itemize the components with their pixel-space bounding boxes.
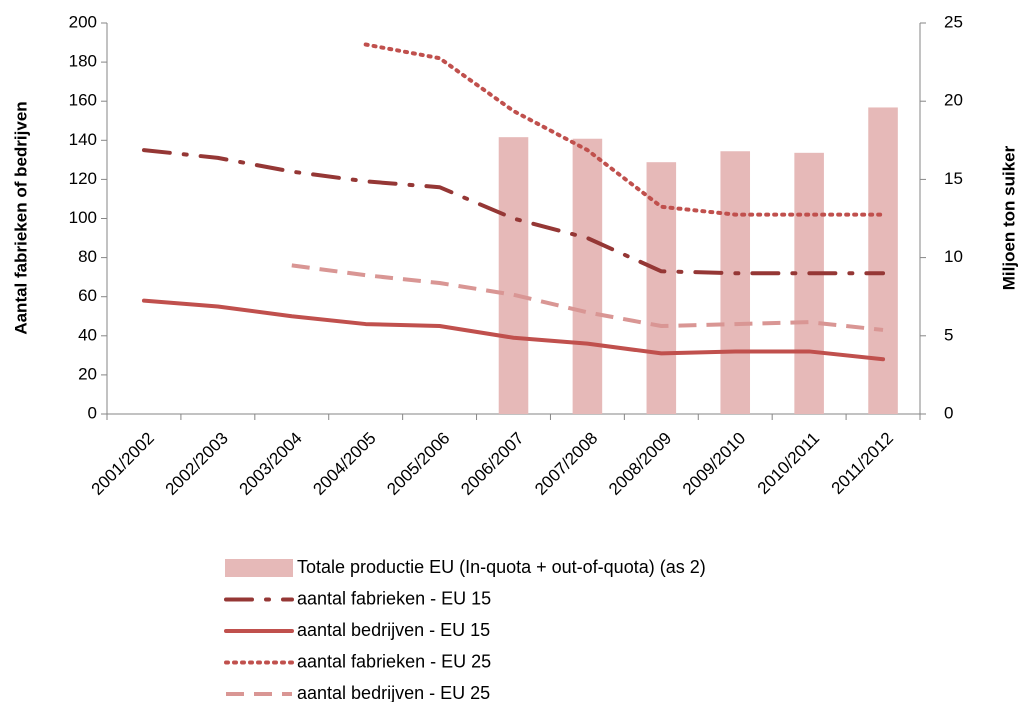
y-tick-label: 180 <box>69 52 97 71</box>
y2-tick-label: 15 <box>944 169 963 188</box>
x-tick-label: 2004/2005 <box>309 429 379 499</box>
x-tick-label: 2005/2006 <box>383 429 453 499</box>
legend-swatch <box>225 559 293 577</box>
bar <box>498 137 529 414</box>
x-tick-label: 2009/2010 <box>679 429 749 499</box>
y2-tick-label: 0 <box>944 403 953 422</box>
x-tick-label: 2006/2007 <box>457 429 527 499</box>
legend-label: aantal fabrieken - EU 25 <box>297 651 491 671</box>
x-tick-label: 2010/2011 <box>754 429 823 498</box>
y2-tick-label: 10 <box>944 247 963 266</box>
legend-label: aantal bedrijven - EU 25 <box>297 683 490 702</box>
x-tick-label: 2002/2003 <box>162 429 232 499</box>
line <box>141 298 886 362</box>
bar <box>868 107 898 415</box>
line <box>141 148 886 276</box>
y2-tick-label: 20 <box>944 91 963 110</box>
x-tick-label: 2007/2008 <box>531 429 601 499</box>
y-tick-label: 80 <box>78 247 97 266</box>
legend-label: aantal fabrieken - EU 15 <box>297 588 491 608</box>
x-tick-label: 2001/2002 <box>88 429 158 499</box>
line <box>363 42 886 217</box>
y-tick-label: 100 <box>69 208 97 227</box>
line <box>291 263 884 332</box>
y-tick-label: 0 <box>88 403 97 422</box>
y-tick-label: 20 <box>78 364 97 383</box>
x-tick-label: 2011/2012 <box>828 429 897 498</box>
y-tick-label: 200 <box>69 12 97 31</box>
bar <box>572 138 603 414</box>
y-tick-label: 140 <box>69 130 97 149</box>
y-tick-label: 40 <box>78 325 97 344</box>
y2-tick-label: 25 <box>944 12 963 31</box>
x-tick-label: 2008/2009 <box>605 429 675 499</box>
y-tick-label: 60 <box>78 286 97 305</box>
legend-label: Totale productie EU (In-quota + out-of-q… <box>297 557 706 577</box>
bar <box>794 152 824 414</box>
y-tick-label: 120 <box>69 169 97 188</box>
bar <box>646 162 677 414</box>
y2-tick-label: 5 <box>944 325 953 344</box>
bar <box>720 151 751 415</box>
y2-axis-title: Miljoen ton suiker <box>999 145 1018 290</box>
legend-label: aantal bedrijven - EU 15 <box>297 620 490 640</box>
y-tick-label: 160 <box>69 91 97 110</box>
y-axis-title: Aantal fabrieken of bedrijven <box>11 101 30 334</box>
x-tick-label: 2003/2004 <box>236 429 306 499</box>
